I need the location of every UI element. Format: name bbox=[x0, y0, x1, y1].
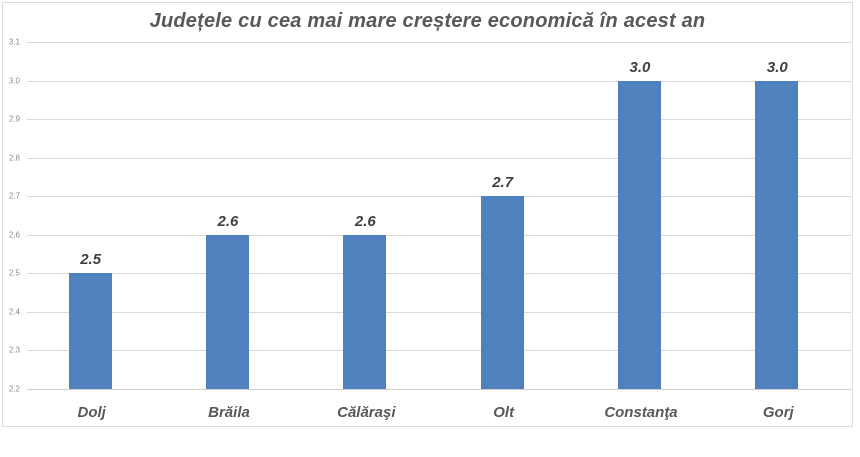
bar-slot: 2.5 bbox=[27, 42, 164, 389]
bar-slot: 2.6 bbox=[164, 42, 301, 389]
category-label: Călăraşi bbox=[337, 404, 396, 421]
bar-slot: 3.0 bbox=[714, 42, 851, 389]
y-axis-tick-label: 2.7 bbox=[8, 191, 20, 201]
y-axis-tick-label: 3.1 bbox=[8, 37, 20, 47]
gridline bbox=[27, 311, 851, 313]
gridline bbox=[27, 273, 851, 275]
bar-value-label: 3.0 bbox=[629, 58, 651, 76]
bar bbox=[68, 273, 112, 389]
gridline bbox=[27, 157, 851, 159]
gridline bbox=[27, 389, 851, 390]
gridline bbox=[27, 234, 851, 236]
bar bbox=[205, 234, 249, 389]
chart-panel: Județele cu cea mai mare creștere econom… bbox=[2, 2, 853, 427]
y-axis-tick-label: 2.3 bbox=[8, 345, 20, 355]
bar-value-label: 2.6 bbox=[217, 212, 239, 230]
y-axis: 3.1 3.0 2.9 2.8 2.7 2.6 2.5 2.4 2.3 2.2 bbox=[3, 38, 22, 394]
y-axis-tick-label: 2.8 bbox=[8, 153, 20, 163]
plot-area: 2.5 2.6 2.6 2.7 3.0 3.0 bbox=[27, 42, 851, 390]
chart-title: Județele cu cea mai mare creștere econom… bbox=[149, 10, 706, 32]
y-axis-tick-label: 2.9 bbox=[8, 114, 20, 124]
bar-value-label: 2.6 bbox=[354, 212, 376, 230]
y-axis-tick-label: 2.6 bbox=[8, 230, 20, 240]
y-axis-tick-label: 2.5 bbox=[8, 268, 20, 278]
bar-value-label: 3.0 bbox=[766, 58, 788, 76]
gridline bbox=[27, 350, 851, 352]
gridline bbox=[27, 80, 851, 82]
category-label: Gorj bbox=[762, 404, 794, 421]
bar-value-label: 2.7 bbox=[492, 174, 514, 192]
gridline bbox=[27, 42, 851, 43]
bar bbox=[343, 234, 387, 389]
y-axis-tick-label: 3.0 bbox=[8, 76, 20, 86]
category-label: Constanţa bbox=[604, 404, 678, 421]
category-label: Brăila bbox=[208, 404, 250, 421]
bar-slot: 2.6 bbox=[302, 42, 439, 389]
gridline bbox=[27, 119, 851, 121]
bar-slot: 2.7 bbox=[439, 42, 576, 389]
bar bbox=[617, 80, 661, 389]
bar-slot: 3.0 bbox=[576, 42, 713, 389]
category-label: Olt bbox=[493, 404, 515, 421]
y-axis-tick-label: 2.4 bbox=[8, 307, 20, 317]
bar bbox=[755, 80, 799, 389]
bar bbox=[480, 196, 524, 389]
bar-value-label: 2.5 bbox=[80, 251, 102, 269]
y-axis-tick-label: 2.2 bbox=[8, 384, 20, 394]
x-axis-category-row: Dolj Brăila Călăraşi Olt Constanţa Gorj bbox=[27, 404, 851, 424]
category-label: Dolj bbox=[77, 404, 106, 421]
gridline bbox=[27, 196, 851, 198]
